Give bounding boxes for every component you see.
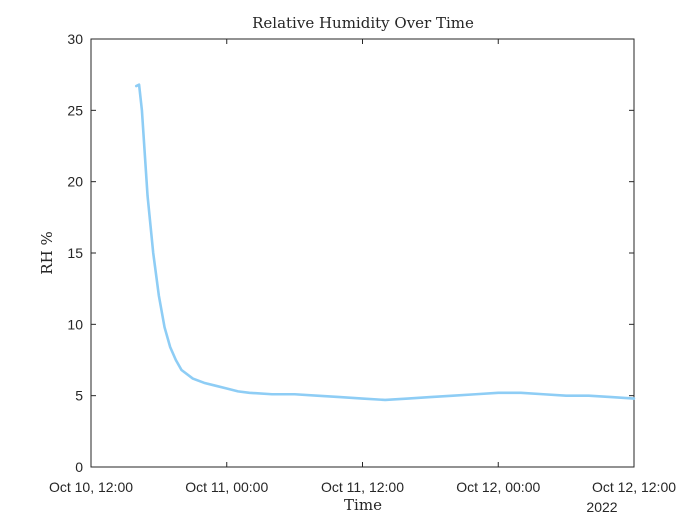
y-tick-label: 20 xyxy=(67,174,83,190)
y-tick-label: 25 xyxy=(67,102,83,118)
series-layer xyxy=(134,83,636,402)
y-tick-label: 30 xyxy=(67,31,83,47)
x-tick-label: Oct 10, 12:00 xyxy=(49,479,133,495)
x-axis-label: Time xyxy=(344,496,382,514)
x-tick-label: Oct 11, 00:00 xyxy=(185,479,268,495)
y-tick-label: 5 xyxy=(75,388,83,404)
axis-ticks: 0 5 10 15 20 25 30 Oct 10, 12:00 Oct 11, 00:00 Oc… xyxy=(49,31,676,495)
rh-series-line xyxy=(134,83,636,402)
y-tick-label: 0 xyxy=(75,459,83,475)
x-axis-year-label: 2022 xyxy=(586,499,617,515)
x-tick-label: Oct 11, 12:00 xyxy=(321,479,404,495)
plot-area xyxy=(90,38,635,468)
x-tick-label: Oct 12, 12:00 xyxy=(592,479,676,495)
y-axis-label: RH % xyxy=(38,231,56,274)
y-tick-label: 15 xyxy=(67,245,83,261)
x-tick-label: Oct 12, 00:00 xyxy=(456,479,540,495)
chart-title: Relative Humidity Over Time xyxy=(252,14,474,32)
y-tick-label: 10 xyxy=(67,316,83,332)
